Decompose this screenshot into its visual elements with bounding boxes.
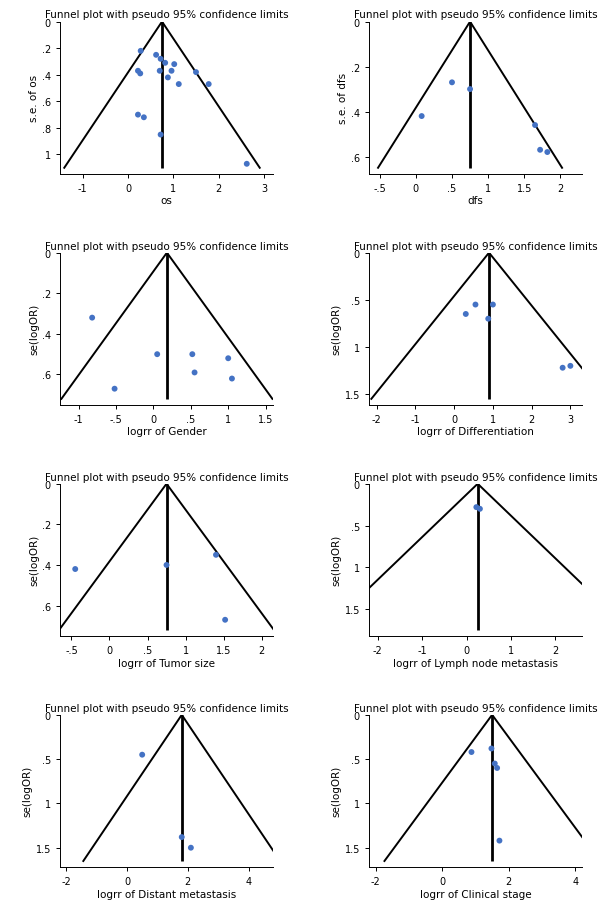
Title: Funnel plot with pseudo 95% confidence limits: Funnel plot with pseudo 95% confidence l… [45,472,289,482]
Point [155,64,164,79]
Point [475,502,485,517]
Point [137,748,147,762]
Point [136,44,145,59]
Point [186,841,196,855]
Point [163,71,173,86]
Point [191,66,201,80]
Point [110,382,119,396]
Point [223,351,233,366]
Point [70,563,80,577]
Y-axis label: se(logOR): se(logOR) [332,535,342,586]
Point [211,548,221,563]
Y-axis label: se(logOR): se(logOR) [29,303,39,355]
Point [162,558,172,573]
Point [160,57,170,71]
Point [167,64,176,79]
Point [472,500,481,515]
Point [417,109,427,124]
Point [88,311,97,325]
Title: Funnel plot with pseudo 95% confidence limits: Funnel plot with pseudo 95% confidence l… [353,11,597,21]
Point [490,757,500,771]
Point [174,78,184,92]
Point [139,111,149,126]
Point [542,145,552,160]
X-axis label: logrr of Gender: logrr of Gender [127,427,206,437]
Point [488,298,498,312]
Point [204,78,214,92]
Title: Funnel plot with pseudo 95% confidence limits: Funnel plot with pseudo 95% confidence l… [353,472,597,482]
Point [566,359,575,374]
Point [494,833,504,848]
Point [447,76,457,90]
Point [133,64,143,79]
Point [136,67,145,81]
Point [242,157,251,172]
X-axis label: dfs: dfs [467,196,484,206]
Point [470,298,480,312]
Point [535,144,545,158]
Title: Funnel plot with pseudo 95% confidence limits: Funnel plot with pseudo 95% confidence l… [353,241,597,251]
Point [227,372,237,386]
Point [220,613,230,628]
X-axis label: logrr of Clinical stage: logrr of Clinical stage [419,889,531,898]
Title: Funnel plot with pseudo 95% confidence limits: Funnel plot with pseudo 95% confidence l… [45,241,289,251]
X-axis label: logrr of Distant metastasis: logrr of Distant metastasis [97,889,236,898]
Y-axis label: s.e. of os: s.e. of os [29,75,39,122]
Title: Funnel plot with pseudo 95% confidence limits: Funnel plot with pseudo 95% confidence l… [353,703,597,712]
Title: Funnel plot with pseudo 95% confidence limits: Funnel plot with pseudo 95% confidence l… [45,11,289,21]
X-axis label: logrr of Differentiation: logrr of Differentiation [417,427,534,437]
Point [465,83,475,98]
Point [487,741,496,756]
Point [188,348,197,362]
Point [467,745,476,759]
Point [156,128,166,143]
Y-axis label: se(logOR): se(logOR) [332,766,342,816]
Point [156,52,166,67]
Point [461,307,470,321]
Point [558,361,568,376]
Y-axis label: se(logOR): se(logOR) [332,303,342,355]
Point [484,312,493,327]
Point [169,58,179,72]
Point [152,348,162,362]
Point [493,761,502,776]
Point [133,108,143,123]
Point [177,830,187,844]
Point [190,366,199,380]
Y-axis label: se(logOR): se(logOR) [29,535,39,586]
Title: Funnel plot with pseudo 95% confidence limits: Funnel plot with pseudo 95% confidence l… [45,703,289,712]
Y-axis label: se(logOR): se(logOR) [23,766,33,816]
X-axis label: logrr of Tumor size: logrr of Tumor size [118,658,215,668]
Point [151,49,161,63]
X-axis label: os: os [161,196,172,206]
Y-axis label: s.e. of dfs: s.e. of dfs [338,73,348,124]
Point [530,118,540,133]
X-axis label: logrr of Lymph node metastasis: logrr of Lymph node metastasis [393,658,558,668]
